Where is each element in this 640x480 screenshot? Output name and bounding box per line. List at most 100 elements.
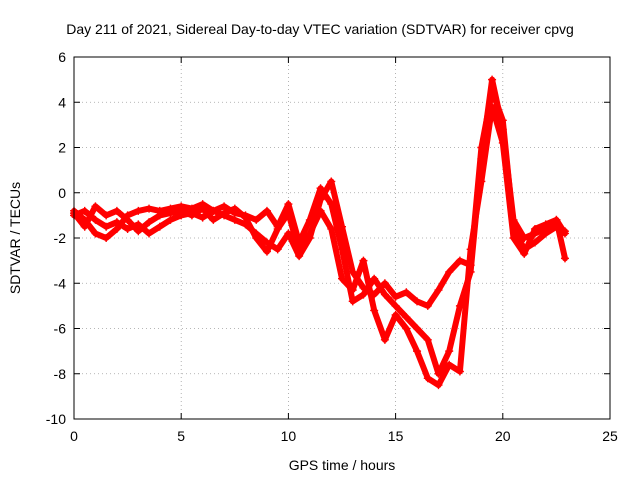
data-point xyxy=(91,229,100,238)
y-tick-label: 6 xyxy=(58,49,66,65)
data-point xyxy=(80,222,89,231)
data-point xyxy=(102,234,111,242)
data-point xyxy=(145,204,154,213)
data-point xyxy=(155,222,164,231)
data-point xyxy=(445,267,454,276)
data-point xyxy=(262,247,271,256)
x-tick-label: 15 xyxy=(388,428,404,444)
data-point xyxy=(477,177,486,186)
y-tick-label: 2 xyxy=(58,140,66,156)
data-point xyxy=(112,206,121,215)
data-point xyxy=(220,209,229,218)
data-point xyxy=(413,347,422,356)
data-point xyxy=(187,211,196,220)
data-point xyxy=(284,200,293,209)
data-point xyxy=(466,245,475,254)
chart-title: Day 211 of 2021, Sidereal Day-to-day VTE… xyxy=(66,21,574,37)
data-point xyxy=(316,184,325,193)
data-point xyxy=(455,367,464,376)
data-point xyxy=(327,177,336,186)
data-point xyxy=(530,224,539,233)
data-point xyxy=(391,301,400,310)
data-point xyxy=(112,224,121,233)
data-point xyxy=(370,306,379,315)
data-point xyxy=(327,224,336,233)
data-point xyxy=(380,279,389,288)
data-point xyxy=(560,254,569,263)
data-point xyxy=(488,75,497,84)
data-point xyxy=(445,360,454,369)
y-tick-label: -2 xyxy=(54,230,67,246)
data-point xyxy=(552,215,561,224)
data-point xyxy=(509,234,518,242)
data-point xyxy=(434,286,443,295)
data-point xyxy=(252,215,261,224)
data-point xyxy=(166,215,175,224)
data-point xyxy=(198,204,207,213)
data-point xyxy=(434,381,443,390)
x-tick-label: 5 xyxy=(177,428,185,444)
data-point xyxy=(413,324,422,333)
data-point xyxy=(123,215,132,224)
data-point xyxy=(402,313,411,322)
data-point xyxy=(241,213,250,222)
data-point xyxy=(230,215,239,224)
data-point xyxy=(145,229,154,238)
x-tick-label: 25 xyxy=(602,428,618,444)
data-point xyxy=(380,290,389,299)
data-point xyxy=(123,224,132,233)
data-point xyxy=(295,247,304,256)
data-point xyxy=(80,206,89,215)
data-point xyxy=(423,301,432,310)
data-point xyxy=(262,206,271,215)
data-point xyxy=(316,206,325,215)
y-axis-label: SDTVAR / TECUs xyxy=(7,182,23,294)
data-point xyxy=(402,288,411,297)
x-tick-label: 10 xyxy=(281,428,297,444)
data-point xyxy=(455,256,464,265)
data-point xyxy=(423,335,432,344)
data-point xyxy=(359,290,368,299)
data-point xyxy=(102,211,111,220)
data-point xyxy=(102,222,111,231)
y-tick-label: -8 xyxy=(54,366,67,382)
data-point xyxy=(305,229,314,238)
data-point xyxy=(455,301,464,310)
data-point xyxy=(209,206,218,215)
data-point xyxy=(177,206,186,215)
data-point xyxy=(488,102,497,111)
data-point xyxy=(380,335,389,344)
data-point xyxy=(230,204,239,213)
data-point xyxy=(445,347,454,356)
data-point xyxy=(284,209,293,218)
axis-ticks: 0 5 10 15 20 25 -10 -8 -6 -4 -2 0 2 4 6 xyxy=(46,49,618,444)
data-point xyxy=(187,204,196,213)
data-point xyxy=(252,234,261,242)
data-point xyxy=(402,324,411,333)
data-point xyxy=(327,200,336,209)
y-tick-label: 0 xyxy=(58,185,66,201)
data-point xyxy=(359,256,368,265)
data-point xyxy=(305,215,314,224)
y-tick-label: -10 xyxy=(46,411,66,427)
data-point xyxy=(370,274,379,283)
data-point xyxy=(498,138,507,147)
data-point xyxy=(91,202,100,211)
data-point xyxy=(91,215,100,224)
x-tick-label: 0 xyxy=(70,428,78,444)
data-point xyxy=(541,220,550,229)
data-point xyxy=(338,245,346,254)
data-point xyxy=(520,234,529,242)
y-tick-label: 4 xyxy=(58,94,66,110)
data-point xyxy=(220,202,229,211)
data-point xyxy=(209,215,218,224)
y-tick-label: -4 xyxy=(54,275,67,291)
data-point xyxy=(198,213,207,222)
data-point xyxy=(338,274,346,283)
data-point xyxy=(134,206,143,215)
data-point xyxy=(413,297,422,306)
data-point xyxy=(145,218,154,227)
data-point xyxy=(391,310,400,319)
